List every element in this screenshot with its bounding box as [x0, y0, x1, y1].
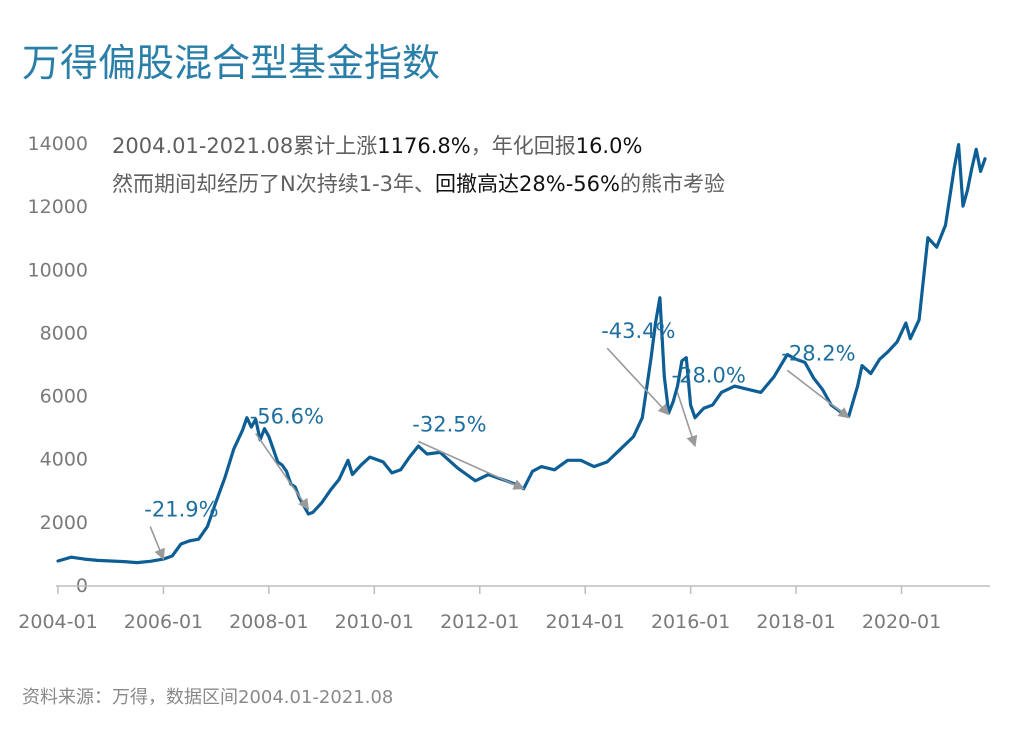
annotation-arrow — [786, 369, 850, 419]
y-tick-label: 6000 — [40, 386, 88, 408]
annotation-label: -21.9% — [144, 498, 218, 522]
annotation-arrow — [149, 526, 165, 561]
annotation-label: -56.6% — [250, 405, 324, 429]
annotation-arrow — [606, 347, 670, 416]
annotation-arrow — [676, 392, 698, 448]
chart-note-line-2: 然而期间却经历了N次持续1-3年、回撤高达28%-56%的熊市考验 — [112, 172, 725, 196]
y-tick-label: 2000 — [40, 512, 88, 534]
annotation-label: -43.4% — [601, 319, 675, 343]
chart-title: 万得偏股混合型基金指数 — [22, 41, 440, 85]
y-tick-label: 8000 — [40, 322, 88, 344]
note-segment: 2004.01-2021.08累计上涨 — [112, 134, 377, 158]
x-tick-label: 2018-01 — [756, 611, 835, 633]
chart-note-line-1: 2004.01-2021.08累计上涨1176.8%，年化回报16.0% — [112, 134, 642, 158]
x-tick-label: 2014-01 — [546, 611, 625, 633]
x-tick-label: 2008-01 — [229, 611, 308, 633]
annotation-arrow — [255, 433, 310, 511]
annotation-label: -28.2% — [781, 341, 855, 365]
annotation-label: -28.0% — [672, 363, 746, 387]
annotations: -21.9% -56.6% -32.5% -43.4% -28.0% -28.2% — [144, 319, 856, 561]
y-tick-label: 10000 — [28, 259, 88, 281]
y-tick-label: 14000 — [28, 133, 88, 155]
x-tick-label: 2016-01 — [651, 611, 730, 633]
y-tick-label: 4000 — [40, 449, 88, 471]
note-segment: ，年化回报 — [471, 134, 576, 158]
x-tick-label: 2004-01 — [18, 611, 97, 633]
note-segment: 回撤高达28%-56% — [435, 172, 620, 196]
y-tick-label: 12000 — [28, 196, 88, 218]
annotation-label: -32.5% — [412, 412, 486, 436]
x-tick-label: 2020-01 — [862, 611, 941, 633]
annotation-arrow — [417, 440, 525, 490]
note-segment: 然而期间却经历了N次持续1-3年、 — [112, 172, 435, 196]
x-tick-label: 2006-01 — [124, 611, 203, 633]
x-axis-ticks: 2004-01 2006-01 2008-01 2010-01 2012-01 2014-… — [18, 586, 941, 633]
note-segment: 的熊市考验 — [620, 172, 725, 196]
note-segment: 1176.8% — [377, 134, 470, 158]
x-tick-label: 2010-01 — [335, 611, 414, 633]
source-note: 资料来源：万得，数据区间2004.01-2021.08 — [22, 687, 393, 708]
x-tick-label: 2012-01 — [440, 611, 519, 633]
note-segment: 16.0% — [576, 134, 643, 158]
